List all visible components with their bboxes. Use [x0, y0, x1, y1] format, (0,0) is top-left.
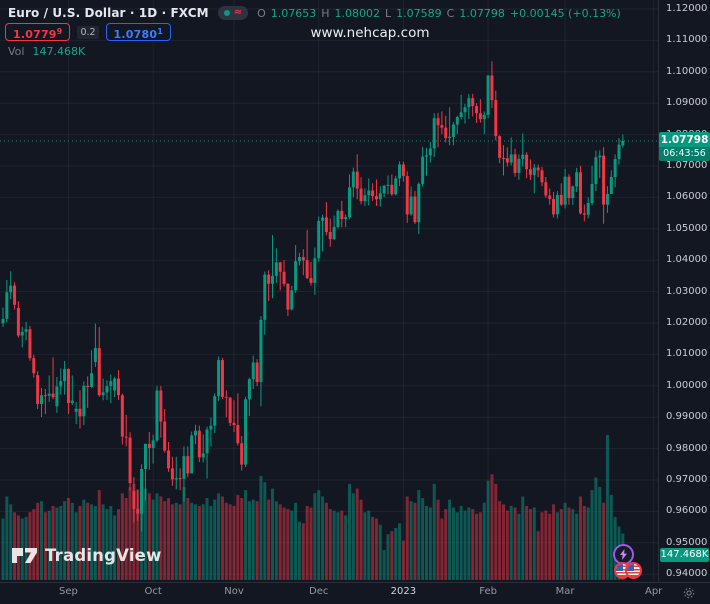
volume-badge: 147.468K: [660, 548, 709, 562]
price-axis-label: 0.98000: [666, 442, 708, 454]
time-axis-label: Oct: [144, 586, 162, 597]
price-axis-label: 1.11000: [666, 34, 708, 46]
event-flags: [614, 562, 642, 579]
time-axis-label: Dec: [309, 586, 329, 597]
time-axis-label: Nov: [224, 586, 244, 597]
time-axis-label: Feb: [479, 586, 497, 597]
price-axis-label: 1.04000: [666, 254, 708, 266]
tradingview-logo-icon: [12, 548, 37, 563]
trade-buttons-row: 1.07799 0.2 1.07801: [5, 23, 171, 41]
spread-value: 0.2: [77, 25, 99, 39]
open-label: O: [257, 6, 266, 20]
price-axis-label: 1.05000: [666, 222, 708, 234]
time-axis-label: Sep: [59, 586, 78, 597]
price-axis-label: 1.10000: [666, 65, 708, 77]
current-price-badge: 1.07798 06:43:56: [659, 131, 710, 161]
high-value: 1.08002: [334, 6, 381, 20]
ohlc-readout: O 1.07653 H 1.08002 L 1.07589 C 1.07798 +0.0…: [257, 7, 621, 20]
close-value: 1.07798: [459, 6, 505, 20]
price-axis-label: 0.94000: [666, 568, 708, 580]
watermark-text: www.nehcap.com: [310, 25, 430, 41]
low-label: L: [385, 6, 392, 20]
current-price-value: 1.07798: [660, 133, 709, 146]
price-axis[interactable]: 0.94000 0.95000 0.96000 0.97000 0.98000 0.990…: [658, 0, 710, 582]
open-value: 1.07653: [270, 6, 317, 20]
price-axis-label: 1.03000: [666, 285, 708, 297]
flag-event-icon[interactable]: [625, 562, 642, 579]
volume-legend: Vol 147.468K: [8, 45, 85, 58]
low-value: 1.07589: [396, 6, 442, 20]
symbol-legend: Euro / U.S. Dollar · 1D · FXCM ≈ O 1.0765…: [8, 6, 621, 20]
change-value: +0.00145 (+0.13%): [509, 6, 621, 20]
time-axis-label: 2023: [390, 586, 417, 597]
time-axis-label: Mar: [555, 586, 575, 597]
series-visibility-toggle[interactable]: ≈: [217, 6, 249, 20]
time-axis-label: Apr: [644, 586, 663, 597]
time-axis[interactable]: Sep Oct Nov Dec 2023 Feb Mar Apr: [0, 582, 710, 601]
tradingview-logo[interactable]: TradingView: [12, 546, 162, 565]
price-axis-label: 1.12000: [666, 3, 708, 14]
symbol-title[interactable]: Euro / U.S. Dollar · 1D · FXCM: [8, 6, 209, 20]
price-axis-label: 1.00000: [666, 379, 708, 391]
sell-button[interactable]: 1.07799: [5, 23, 71, 41]
price-axis-label: 0.96000: [666, 505, 708, 517]
volume-value: 147.468K: [32, 45, 86, 58]
gear-icon[interactable]: [682, 585, 696, 599]
series-dot-icon: [223, 10, 230, 16]
price-axis-label: 0.99000: [666, 411, 708, 423]
volume-label: Vol: [8, 45, 25, 58]
bar-countdown: 06:43:56: [659, 146, 710, 161]
candlestick-series: [1, 61, 625, 532]
price-axis-label: 0.95000: [666, 536, 708, 548]
chart-pane[interactable]: [0, 0, 658, 582]
wave-icon: ≈: [233, 7, 243, 18]
high-label: H: [321, 6, 330, 20]
price-axis-label: 1.09000: [666, 97, 708, 109]
volume-series: [1, 435, 625, 580]
price-axis-label: 0.97000: [666, 474, 708, 485]
price-axis-label: 1.06000: [666, 191, 708, 203]
close-label: C: [446, 6, 455, 20]
tradingview-logo-text: TradingView: [45, 546, 162, 565]
price-axis-label: 1.07000: [666, 160, 708, 171]
buy-button[interactable]: 1.07801: [105, 23, 171, 41]
price-axis-label: 1.02000: [666, 317, 708, 328]
price-axis-label: 1.01000: [666, 348, 708, 360]
